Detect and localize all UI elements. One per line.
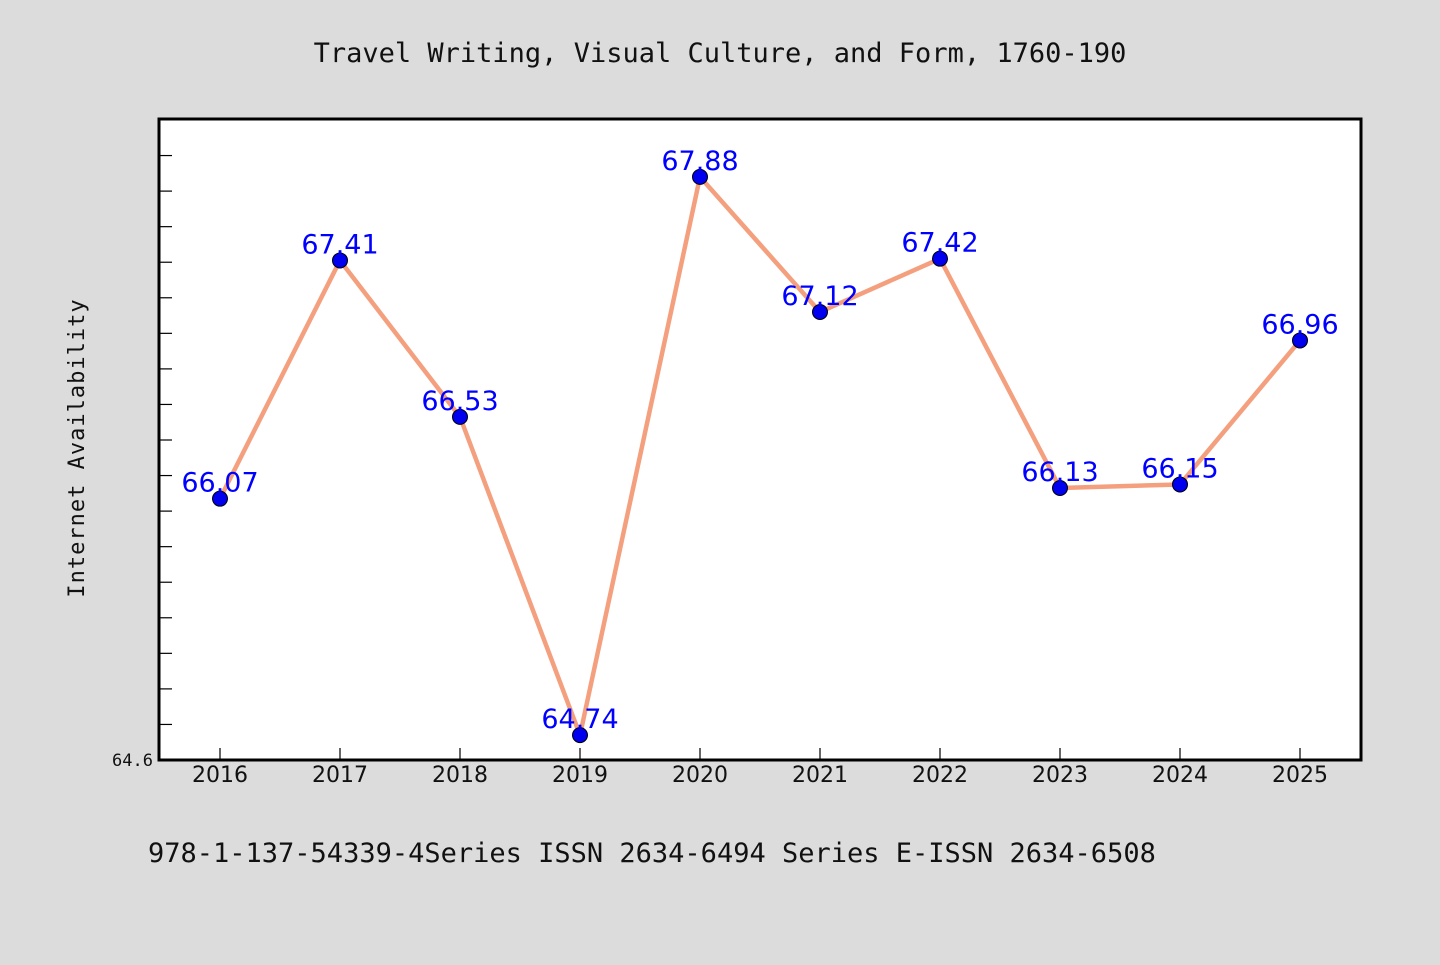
plot-area (157, 117, 1363, 762)
series-line (217, 174, 1303, 738)
data-point (452, 408, 468, 425)
y-axis-min-label: 64.6 (112, 751, 153, 771)
series-layer: 66.07 67.41 66.53 64.74 67.88 67.12 67.42 66.13… (181, 146, 1339, 744)
x-tick-label: 2022 (912, 763, 968, 788)
x-tick-label: 2018 (432, 763, 488, 788)
data-point (1052, 480, 1068, 496)
data-label: 64.74 (541, 704, 618, 735)
x-tick-label: 2024 (1152, 763, 1208, 788)
data-label: 67.41 (301, 229, 378, 260)
x-tick-label: 2016 (192, 763, 248, 788)
data-point (1172, 476, 1188, 493)
x-tick-label: 2021 (792, 763, 848, 788)
data-label: 67.88 (661, 146, 738, 177)
chart-title: Travel Writing, Visual Culture, and Form… (314, 38, 1127, 69)
data-label: 66.15 (1141, 453, 1218, 484)
x-tick-label: 2020 (672, 763, 728, 788)
data-label: 67.42 (901, 228, 978, 259)
data-point (572, 727, 588, 744)
x-tick-label: 2023 (1032, 763, 1088, 788)
data-point (812, 304, 828, 320)
data-label: 67.12 (781, 281, 858, 312)
data-point (332, 252, 348, 269)
data-point (1292, 332, 1308, 349)
data-point (692, 168, 708, 185)
data-label: 66.53 (421, 386, 498, 417)
data-point (932, 250, 948, 267)
y-axis-ticks (160, 154, 172, 761)
x-axis-ticks: 2016 2017 2018 2019 2020 2021 2022 2023 2024 2025 (192, 748, 1328, 788)
data-label: 66.13 (1021, 457, 1098, 488)
data-label: 66.07 (181, 468, 258, 499)
data-point (212, 490, 228, 507)
y-axis-label: Internet Availability (65, 298, 90, 597)
x-tick-label: 2019 (552, 763, 608, 788)
data-label: 66.96 (1261, 309, 1338, 340)
x-tick-label: 2017 (312, 763, 368, 788)
footer-identifiers: 978-1-137-54339-4Series ISSN 2634-6494 S… (148, 838, 1156, 869)
x-tick-label: 2025 (1272, 763, 1328, 788)
